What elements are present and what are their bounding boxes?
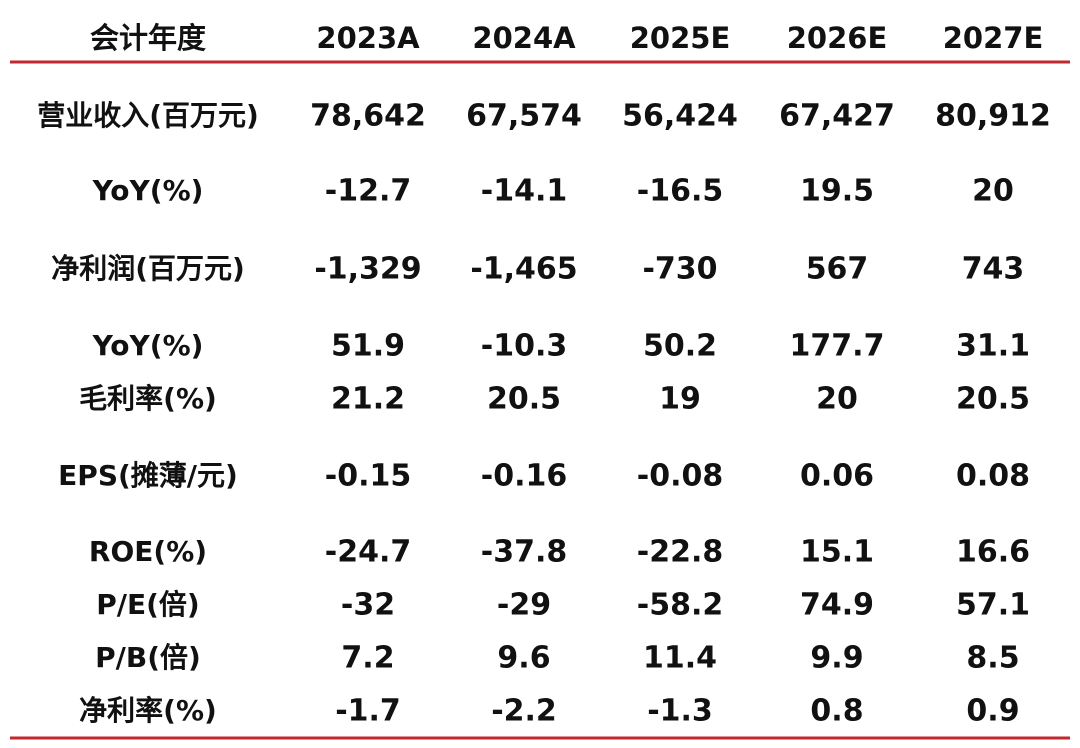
cell: -24.7	[325, 535, 411, 570]
row-label: P/E(倍)	[96, 588, 199, 621]
row-label: P/B(倍)	[95, 641, 201, 674]
header-cell: 2023A	[316, 21, 420, 55]
cell: 80,912	[935, 99, 1051, 134]
cell: 57.1	[956, 588, 1030, 623]
cell: 20.5	[487, 382, 561, 417]
row-label: 毛利率(%)	[79, 382, 217, 415]
cell: 9.9	[810, 641, 863, 676]
cell: 567	[806, 252, 869, 287]
cell: 56,424	[622, 99, 738, 134]
cell: 177.7	[790, 329, 885, 364]
cell: -1,465	[470, 252, 577, 287]
cell: 9.6	[497, 641, 550, 676]
cell: 7.2	[341, 641, 394, 676]
cell: -1.3	[647, 694, 713, 729]
row-label: 营业收入(百万元)	[37, 99, 259, 132]
cell: 31.1	[956, 329, 1030, 364]
header-cell: 2025E	[630, 21, 731, 55]
cell: 743	[962, 252, 1025, 287]
cell: -29	[497, 588, 551, 623]
cell: -37.8	[481, 535, 567, 570]
row-label: 净利润(百万元)	[51, 252, 245, 285]
row-label: EPS(摊薄/元)	[58, 459, 238, 492]
row-label: YoY(%)	[92, 174, 204, 207]
cell: 0.8	[810, 694, 863, 729]
cell: -16.5	[637, 174, 723, 209]
cell: 11.4	[643, 641, 717, 676]
cell: 21.2	[331, 382, 405, 417]
cell: 8.5	[966, 641, 1019, 676]
cell: 16.6	[956, 535, 1030, 570]
cell: 67,574	[466, 99, 582, 134]
header-cell: 2027E	[943, 21, 1044, 55]
cell: -22.8	[637, 535, 723, 570]
cell: 0.06	[800, 459, 874, 494]
cell: -0.15	[325, 459, 411, 494]
header-cell: 2024A	[472, 21, 576, 55]
cell: 20	[816, 382, 858, 417]
row-label: 净利率(%)	[79, 694, 217, 727]
cell: 19.5	[800, 174, 874, 209]
cell: -1.7	[335, 694, 401, 729]
header-cell: 2026E	[787, 21, 888, 55]
cell: -2.2	[491, 694, 557, 729]
cell: -1,329	[314, 252, 421, 287]
row-label: YoY(%)	[92, 329, 204, 362]
cell: 0.08	[956, 459, 1030, 494]
cell: 20	[972, 174, 1014, 209]
row-label: ROE(%)	[89, 535, 207, 568]
cell: -10.3	[481, 329, 567, 364]
cell: -58.2	[637, 588, 723, 623]
cell: -0.08	[637, 459, 723, 494]
cell: -730	[642, 252, 717, 287]
cell: -32	[341, 588, 395, 623]
cell: 19	[659, 382, 701, 417]
cell: 51.9	[331, 329, 405, 364]
cell: 20.5	[956, 382, 1030, 417]
cell: 67,427	[779, 99, 895, 134]
header-cell: 会计年度	[90, 21, 206, 55]
cell: -14.1	[481, 174, 567, 209]
cell: 50.2	[643, 329, 717, 364]
cell: 0.9	[966, 694, 1019, 729]
cell: -12.7	[325, 174, 411, 209]
cell: -0.16	[481, 459, 567, 494]
cell: 74.9	[800, 588, 874, 623]
cell: 78,642	[310, 99, 426, 134]
cell: 15.1	[800, 535, 874, 570]
